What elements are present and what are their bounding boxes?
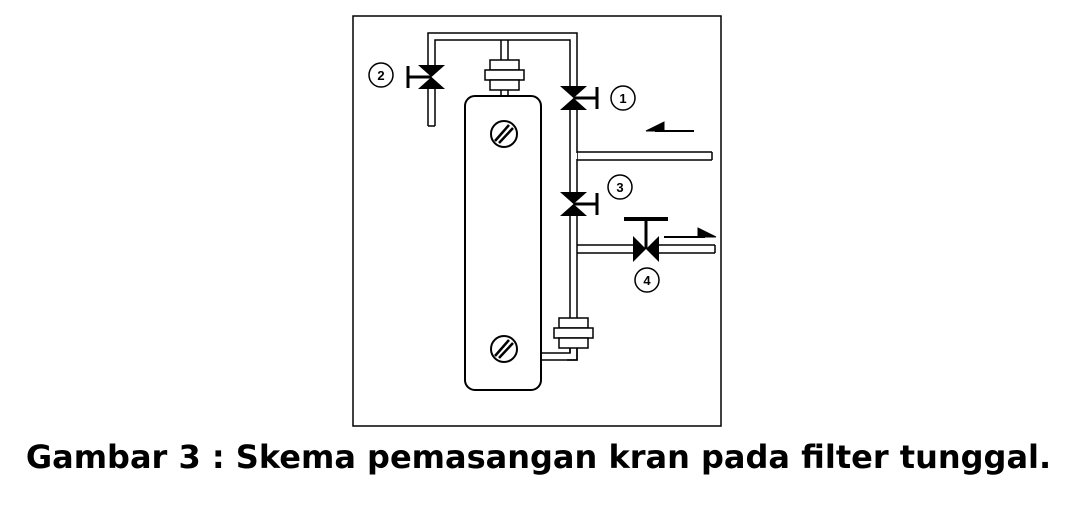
inlet-pipe — [577, 151, 713, 161]
bottom-fitting — [553, 317, 594, 349]
figure-caption: Gambar 3 : Skema pemasangan kran pada fi… — [25, 438, 1052, 476]
valve-3-number: 3 — [616, 180, 623, 195]
valve-1: 1 — [560, 85, 636, 111]
valve-2-number: 2 — [377, 68, 384, 83]
bottom-cap-icon — [490, 335, 518, 363]
valve-3: 3 — [560, 174, 633, 216]
inlet-arrow-icon — [645, 121, 694, 132]
top-fitting — [484, 59, 525, 96]
valve-1-number: 1 — [619, 91, 626, 106]
filter-housing — [464, 95, 542, 391]
valve-4: 4 — [624, 217, 668, 293]
outlet-arrow-icon — [664, 227, 717, 238]
bottom-pipe — [541, 348, 578, 361]
valve-4-number: 4 — [643, 273, 651, 288]
top-cap-icon — [490, 120, 518, 148]
valve-2: 2 — [368, 62, 445, 89]
